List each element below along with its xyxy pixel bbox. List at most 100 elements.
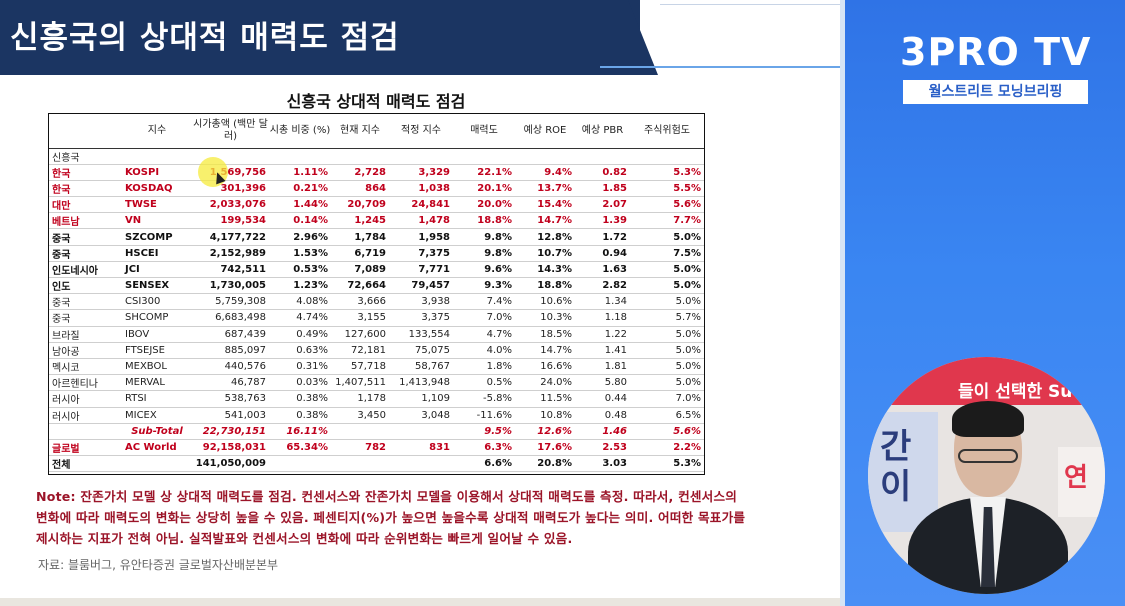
table-row: 인도네시아 JCI 742,511 0.53% 7,089 7,771 9.6% 14.3% 1… <box>49 261 704 279</box>
value-cell: 1.81 <box>575 358 630 376</box>
value-cell: 14.3% <box>515 261 575 279</box>
table-row: 중국 HSCEI 2,152,989 1.53% 6,719 7,375 9.8% 10.7%… <box>49 245 704 262</box>
column-header: 시총 비중 (%) <box>269 114 331 149</box>
source-text: 자료: 블룸버그, 유안타증권 글로벌자산배분본부 <box>38 558 279 572</box>
presenter-glasses-icon <box>958 449 1018 463</box>
value-cell <box>331 423 389 440</box>
value-cell: 12.8% <box>515 228 575 246</box>
value-cell: 2.07 <box>575 196 630 214</box>
value-cell: 22.1% <box>453 164 515 181</box>
value-cell: 1.34 <box>575 293 630 311</box>
country-cell: 멕시코 <box>49 358 122 376</box>
index-cell: RTSI <box>122 390 192 408</box>
value-cell: 18.5% <box>515 326 575 343</box>
country-cell: 글로벌 <box>49 438 122 457</box>
value-cell: 11.5% <box>515 390 575 408</box>
value-cell: 864 <box>331 180 389 198</box>
value-cell: 0.53% <box>269 261 331 279</box>
value-cell: 9.3% <box>453 277 515 295</box>
value-cell: 20.1% <box>453 180 515 198</box>
presenter-camera: 들이 선택한 Su 간 이 연 <box>868 357 1105 594</box>
value-cell: 1.46 <box>575 423 630 440</box>
value-cell <box>331 455 389 473</box>
country-cell: 인도네시아 <box>49 261 122 279</box>
value-cell: 1,413,948 <box>389 374 453 392</box>
value-cell: 7,375 <box>389 245 453 262</box>
index-cell: AC World <box>122 438 192 457</box>
value-cell: 20.8% <box>515 455 575 473</box>
value-cell: 7,089 <box>331 261 389 279</box>
brand-logo: 3PRO TV <box>900 30 1092 74</box>
table-row: 브라질 IBOV 687,439 0.49% 127,600 133,554 4.7% 18.… <box>49 326 704 343</box>
value-cell: 3.03 <box>575 455 630 473</box>
value-cell: 7.7% <box>630 212 704 230</box>
value-cell: 9.5% <box>453 423 515 440</box>
table-row: 중국 SZCOMP 4,177,722 2.96% 1,784 1,958 9.8% 12.8… <box>49 228 704 246</box>
column-header: 예상 ROE <box>515 114 575 149</box>
table-row: Sub-Total 22,730,151 16.11% 9.5% 12.6% 1.46 5.… <box>49 423 704 440</box>
country-cell: 한국 <box>49 164 122 181</box>
value-cell: 742,511 <box>192 261 269 279</box>
value-cell: 46,787 <box>192 374 269 392</box>
value-cell: 5.0% <box>630 277 704 295</box>
value-cell: 72,181 <box>331 342 389 359</box>
value-cell: 7.4% <box>453 293 515 311</box>
value-cell: 1.41 <box>575 342 630 359</box>
value-cell: 5,759,308 <box>192 293 269 311</box>
table-row: 남아공 FTSEJSE 885,097 0.63% 72,181 75,075 4.0% 14… <box>49 342 704 359</box>
value-cell: 3,938 <box>389 293 453 311</box>
table-row: 인도 SENSEX 1,730,005 1.23% 72,664 79,457 9.3% 18… <box>49 277 704 295</box>
value-cell: 4.7% <box>453 326 515 343</box>
panel-edge <box>840 0 845 606</box>
attractiveness-table: 지수 시가총액 (백만 달러) 시총 비중 (%) 현재 지수 적정 지수 매력도 예상 R… <box>48 113 705 475</box>
table-row: 아르헨티나 MERVAL 46,787 0.03% 1,407,511 1,413,948… <box>49 374 704 392</box>
value-cell: 3,048 <box>389 407 453 424</box>
country-cell: 중국 <box>49 228 122 246</box>
studio-sign-right-text: 연 <box>1064 463 1088 493</box>
value-cell: 5.0% <box>630 326 704 343</box>
value-cell: 13.7% <box>515 180 575 198</box>
value-cell: 65.34% <box>269 438 331 457</box>
value-cell: 5.5% <box>630 180 704 198</box>
value-cell: 133,554 <box>389 326 453 343</box>
table-header-row: 지수 시가총액 (백만 달러) 시총 비중 (%) 현재 지수 적정 지수 매력도 예상 R… <box>49 114 704 149</box>
program-subtitle: 월스트리트 모닝브리핑 <box>903 80 1088 104</box>
value-cell: 5.0% <box>630 358 704 376</box>
value-cell: 0.48 <box>575 407 630 424</box>
value-cell: 5.7% <box>630 309 704 327</box>
value-cell: 2,033,076 <box>192 196 269 214</box>
country-cell: 한국 <box>49 180 122 198</box>
country-cell: 아르헨티나 <box>49 374 122 392</box>
value-cell: 127,600 <box>331 326 389 343</box>
value-cell: 17.6% <box>515 438 575 457</box>
value-cell: 831 <box>389 438 453 457</box>
value-cell: 10.7% <box>515 245 575 262</box>
table-group-row: 신흥국 <box>49 148 704 165</box>
value-cell: 2.96% <box>269 228 331 246</box>
page-title: 신흥국의 상대적 매력도 점검 <box>10 20 400 56</box>
value-cell: 5.0% <box>630 228 704 246</box>
column-header: 현재 지수 <box>331 114 389 149</box>
value-cell: 1.85 <box>575 180 630 198</box>
value-cell: 5.6% <box>630 423 704 440</box>
value-cell: 7.0% <box>453 309 515 327</box>
index-cell: HSCEI <box>122 245 192 262</box>
value-cell: 10.6% <box>515 293 575 311</box>
value-cell: 14.7% <box>515 342 575 359</box>
value-cell: 9.6% <box>453 261 515 279</box>
table-row: 글로벌 AC World 92,158,031 65.34% 782 831 6.3% 17.… <box>49 438 704 457</box>
studio-sign-left-text: 간 이 <box>880 427 912 507</box>
value-cell: 2.82 <box>575 277 630 295</box>
value-cell: 1.22 <box>575 326 630 343</box>
value-cell: 0.21% <box>269 180 331 198</box>
value-cell: 24,841 <box>389 196 453 214</box>
presenter-hair <box>952 401 1024 437</box>
value-cell: 22,730,151 <box>192 423 269 440</box>
table-row: 러시아 MICEX 541,003 0.38% 3,450 3,048 -11.6% 10.8… <box>49 407 704 424</box>
value-cell: 6.6% <box>453 455 515 473</box>
column-header: 예상 PBR <box>575 114 630 149</box>
table-row: 중국 SHCOMP 6,683,498 4.74% 3,155 3,375 7.0% 10.3… <box>49 309 704 327</box>
value-cell: 1,245 <box>331 212 389 230</box>
value-cell: 1.11% <box>269 164 331 181</box>
country-cell <box>49 423 122 440</box>
